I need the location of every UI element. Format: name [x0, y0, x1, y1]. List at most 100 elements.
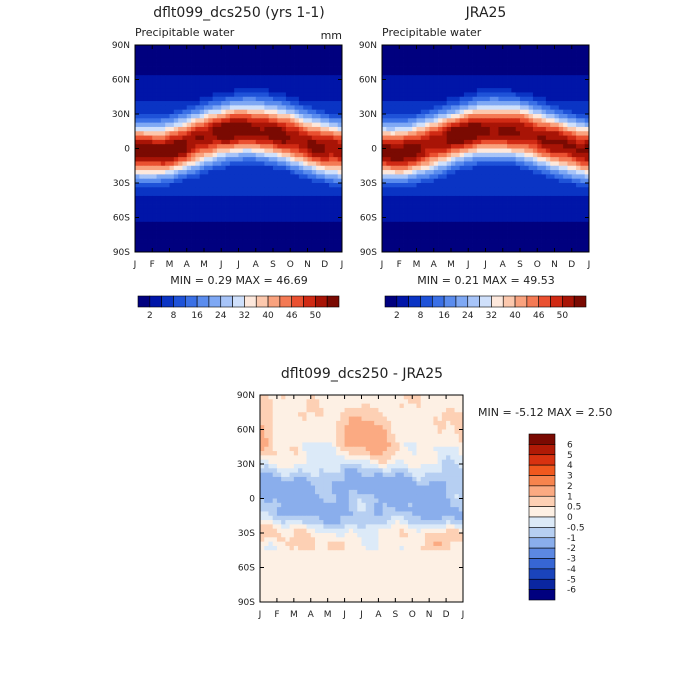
heatmap-cell [494, 217, 499, 223]
heatmap-cell [507, 101, 512, 106]
heatmap-cell [329, 96, 334, 102]
heatmap-cell [199, 144, 205, 149]
heatmap-cell [412, 165, 417, 171]
heatmap-cell [502, 191, 508, 197]
heatmap-cell [277, 191, 283, 197]
heatmap-cell [340, 395, 345, 400]
heatmap-cell [554, 230, 560, 236]
heatmap-cell [255, 152, 261, 158]
heatmap-cell [537, 178, 542, 184]
heatmap-cell [416, 144, 422, 149]
heatmap-cell [394, 204, 400, 210]
heatmap-cell [532, 139, 538, 145]
heatmap-cell [143, 66, 149, 72]
heatmap-cell [147, 45, 153, 50]
heatmap-cell [382, 226, 387, 231]
heatmap-cell [382, 187, 387, 193]
heatmap-cell [394, 200, 400, 205]
heatmap-cell [212, 191, 218, 197]
heatmap-cell [455, 49, 461, 55]
heatmap-cell [272, 407, 278, 413]
heatmap-cell [178, 75, 183, 80]
heatmap-cell [511, 213, 517, 218]
heatmap-cell [160, 79, 166, 85]
heatmap-cell [476, 243, 482, 249]
heatmap-cell [416, 70, 422, 76]
heatmap-cell [455, 191, 461, 197]
heatmap-cell [429, 239, 435, 244]
heatmap-cell [195, 204, 201, 210]
heatmap-cell [208, 208, 214, 214]
heatmap-cell [468, 105, 473, 111]
heatmap-cell [507, 79, 512, 85]
heatmap-cell [537, 49, 542, 55]
heatmap-cell [446, 208, 452, 214]
heatmap-cell [329, 161, 334, 167]
heatmap-cell [285, 204, 291, 210]
heatmap-cell [173, 170, 179, 175]
heatmap-cell [251, 230, 257, 236]
heatmap-cell [403, 66, 409, 72]
heatmap-cell [229, 234, 235, 240]
heatmap-cell [498, 230, 504, 236]
heatmap-cell [520, 152, 525, 158]
heatmap-cell [143, 243, 149, 249]
heatmap-cell [294, 148, 300, 154]
x-tick-label: O [534, 260, 541, 270]
heatmap-cell [459, 217, 465, 223]
heatmap-cell [289, 403, 295, 409]
heatmap-cell [311, 221, 317, 227]
heatmap-cell [558, 239, 564, 244]
heatmap-cell [165, 49, 170, 55]
heatmap-cell [135, 70, 140, 76]
heatmap-cell [156, 239, 162, 244]
heatmap-cell [294, 45, 300, 50]
heatmap-cell [580, 213, 586, 218]
heatmap-cell [433, 178, 439, 184]
heatmap-cell [545, 79, 551, 85]
heatmap-cell [212, 118, 218, 124]
heatmap-cell [307, 92, 313, 98]
heatmap-cell [186, 239, 192, 244]
heatmap-cell [463, 243, 469, 249]
heatmap-cell [455, 139, 461, 145]
heatmap-cell [455, 152, 461, 158]
heatmap-cell [472, 45, 478, 50]
heatmap-cell [247, 234, 252, 240]
heatmap-cell [502, 109, 508, 115]
heatmap-cell [311, 213, 317, 218]
heatmap-cell [242, 96, 248, 102]
heatmap-cell [511, 234, 517, 240]
heatmap-cell [532, 109, 538, 115]
heatmap-cell [399, 148, 404, 154]
heatmap-cell [178, 83, 183, 89]
heatmap-cell [277, 208, 283, 214]
heatmap-cell [156, 83, 162, 89]
heatmap-cell [545, 183, 551, 188]
heatmap-cell [472, 126, 478, 132]
heatmap-cell [481, 161, 486, 167]
heatmap-cell [502, 96, 508, 102]
heatmap-cell [507, 66, 512, 72]
heatmap-cell [489, 208, 495, 214]
heatmap-cell [348, 395, 354, 400]
heatmap-cell [324, 217, 330, 223]
heatmap-cell [156, 88, 162, 93]
heatmap-cell [290, 247, 295, 253]
heatmap-cell [451, 105, 456, 111]
heatmap-cell [156, 62, 162, 67]
heatmap-cell [485, 49, 491, 55]
heatmap-cell [294, 57, 300, 63]
heatmap-cell [386, 45, 392, 50]
heatmap-cell [273, 70, 278, 76]
heatmap-cell [576, 101, 581, 106]
heatmap-cell [307, 118, 313, 124]
heatmap-cell [182, 57, 188, 63]
heatmap-cell [186, 234, 192, 240]
heatmap-cell [147, 96, 153, 102]
heatmap-cell [173, 118, 179, 124]
heatmap-cell [425, 57, 430, 63]
heatmap-cell [281, 131, 287, 136]
heatmap-cell [438, 200, 443, 205]
heatmap-cell [147, 191, 153, 197]
